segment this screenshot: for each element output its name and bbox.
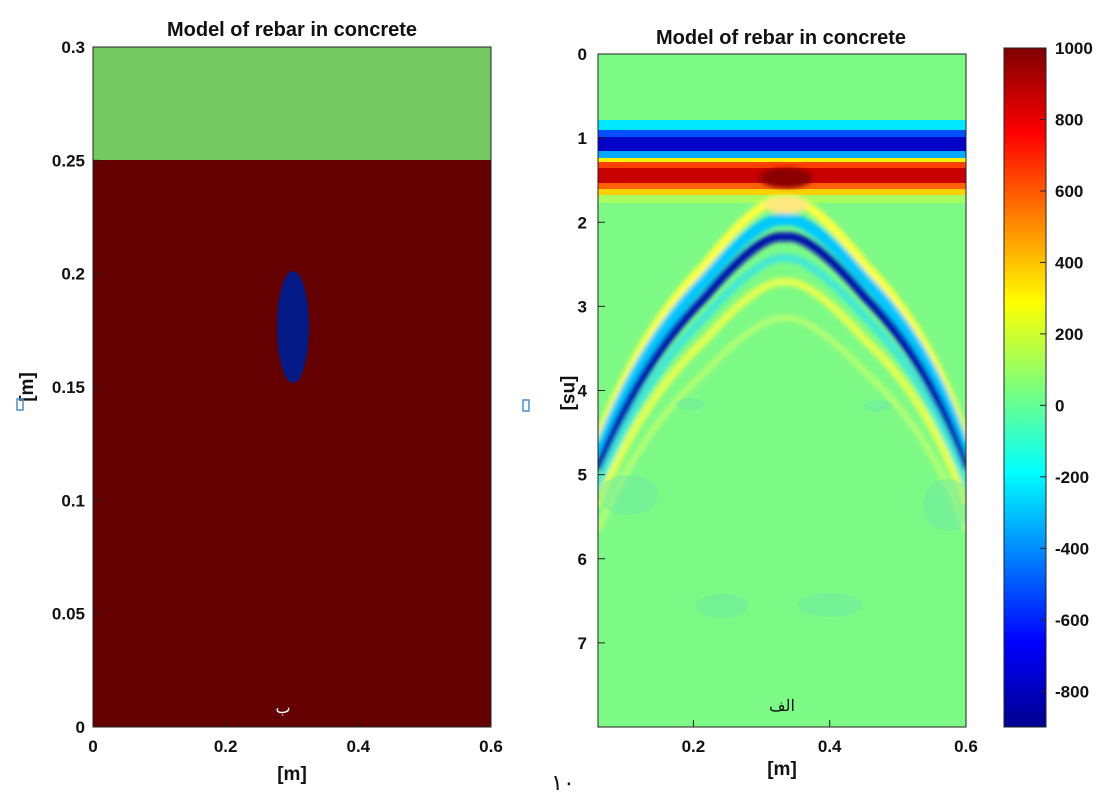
left-x-tick-label: 0.6 bbox=[479, 737, 503, 756]
handle-marker-icon bbox=[522, 399, 530, 412]
band-orange bbox=[598, 162, 966, 168]
left-y-tick-label: 0.05 bbox=[52, 605, 85, 624]
colorbar-tick-label: 600 bbox=[1055, 182, 1083, 201]
colorbar-tick-label: 1000 bbox=[1055, 39, 1093, 58]
right-x-axis-label: [m] bbox=[767, 759, 797, 780]
left-x-axis-label: [m] bbox=[277, 764, 307, 785]
left-y-tick-label: 0 bbox=[76, 718, 85, 737]
colorbar bbox=[1003, 47, 1047, 728]
left-y-tick-label: 0.3 bbox=[61, 38, 85, 57]
right-y-tick-label: 6 bbox=[578, 550, 587, 569]
left-y-tick-label: 0.1 bbox=[61, 491, 85, 510]
left-chart-title: Model of rebar in concrete bbox=[167, 19, 417, 41]
right-y-tick-label: 5 bbox=[578, 466, 587, 485]
right-y-tick-label: 7 bbox=[578, 634, 587, 653]
band-cyan-top bbox=[598, 120, 966, 130]
band-yellow-a bbox=[598, 158, 966, 162]
right-x-tick-label: 0.4 bbox=[818, 737, 842, 756]
clutter bbox=[598, 398, 966, 618]
right-panel-letter: الف bbox=[769, 696, 795, 715]
rebar-hyperbola bbox=[598, 168, 966, 532]
colorbar-tick-label: -600 bbox=[1055, 611, 1089, 630]
colorbar-tick-label: -400 bbox=[1055, 539, 1089, 558]
left-x-tick-label: 0 bbox=[88, 737, 97, 756]
colorbar-tick-label: -200 bbox=[1055, 468, 1089, 487]
band-yellow-b bbox=[598, 189, 966, 195]
colorbar-ticks: 1000 800 600 400 200 0 -200 -400 -600 -800 bbox=[1040, 39, 1093, 701]
colorbar-tick-label: 800 bbox=[1055, 110, 1083, 129]
right-y-tick-label: 0 bbox=[578, 45, 587, 64]
handle-marker-icon bbox=[16, 398, 24, 411]
air-region bbox=[93, 47, 491, 160]
right-y-ticks: 0 1 2 3 4 5 6 7 bbox=[578, 45, 605, 653]
left-x-ticks: 0 0.2 0.4 0.6 bbox=[88, 720, 503, 756]
left-x-tick-label: 0.2 bbox=[214, 737, 238, 756]
right-chart-title: Model of rebar in concrete bbox=[656, 27, 906, 49]
band-blue-b bbox=[598, 151, 966, 158]
right-y-tick-label: 3 bbox=[578, 297, 587, 316]
concrete-region bbox=[93, 160, 491, 727]
rebar-region bbox=[277, 271, 309, 383]
colorbar-tick-label: 0 bbox=[1055, 396, 1064, 415]
left-y-tick-label: 0.2 bbox=[61, 265, 85, 284]
colorbar-tick-label: 200 bbox=[1055, 325, 1083, 344]
right-y-axis-label: [ns] bbox=[559, 376, 580, 411]
left-y-axis-label: [m] bbox=[17, 372, 38, 402]
colorbar-tick-label: 400 bbox=[1055, 253, 1083, 272]
right-y-tick-label: 4 bbox=[578, 382, 588, 401]
left-y-tick-label: 0.15 bbox=[52, 378, 85, 397]
left-y-ticks: 0 0.05 0.1 0.15 0.2 0.25 0.3 bbox=[52, 38, 100, 737]
page-number: ١٠ bbox=[551, 771, 575, 796]
left-y-tick-label: 0.25 bbox=[52, 151, 85, 170]
left-x-tick-label: 0.4 bbox=[347, 737, 371, 756]
right-chart: Model of rebar in concrete bbox=[522, 27, 1093, 780]
band-navy bbox=[598, 137, 966, 151]
radargram-image bbox=[598, 54, 966, 727]
right-x-tick-label: 0.6 bbox=[954, 737, 978, 756]
colorbar-tick-label: -800 bbox=[1055, 682, 1089, 701]
right-y-tick-label: 2 bbox=[578, 213, 587, 232]
right-y-tick-label: 1 bbox=[578, 129, 587, 148]
left-chart: Model of rebar in concrete 0 0.2 0.4 0.6 00… bbox=[16, 19, 503, 785]
left-panel-letter: ب bbox=[275, 698, 290, 717]
band-blue-a bbox=[598, 130, 966, 138]
right-x-tick-label: 0.2 bbox=[682, 737, 706, 756]
right-x-ticks: 0.2 0.4 0.6 bbox=[682, 720, 978, 756]
